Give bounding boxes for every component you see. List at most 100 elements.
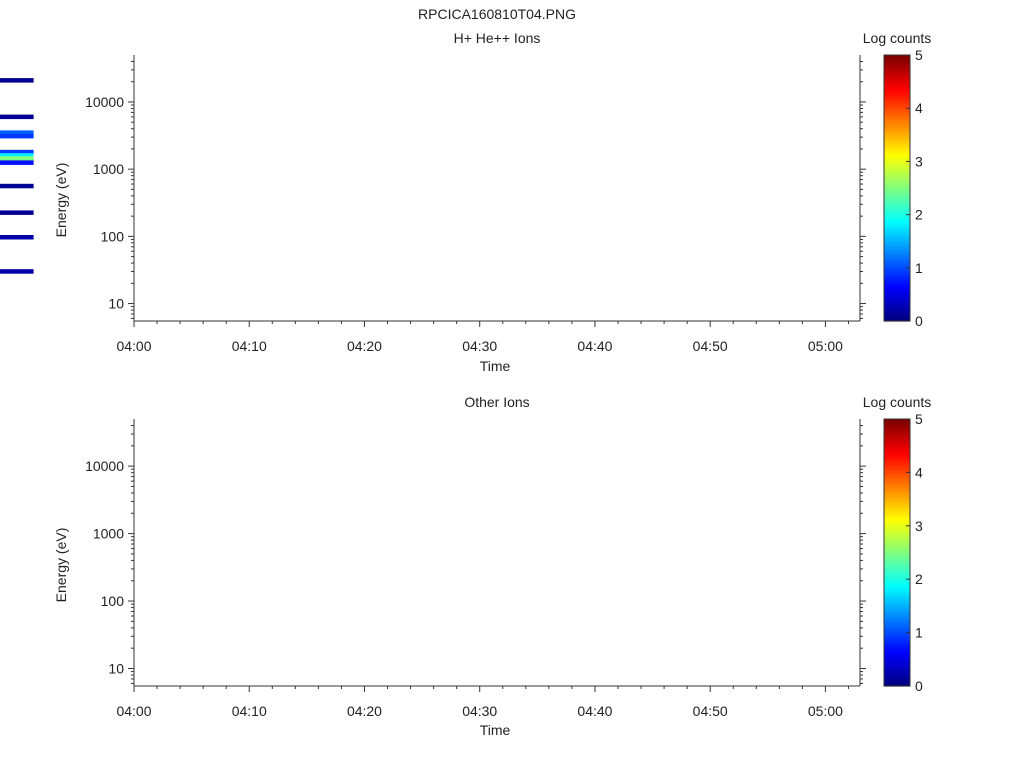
heatmap-cell <box>0 235 34 240</box>
colorbar-tick-label: 1 <box>915 625 923 641</box>
x-tick-label: 04:50 <box>693 338 728 354</box>
colorbar-segment <box>884 230 910 234</box>
colorbar-segment <box>884 496 910 500</box>
x-tick-label: 04:40 <box>577 338 612 354</box>
colorbar-segment <box>884 286 910 290</box>
colorbar-segment <box>884 188 910 192</box>
panel-title: Other Ions <box>464 394 529 410</box>
colorbar-segment <box>884 241 910 245</box>
colorbar-segment <box>884 640 910 644</box>
colorbar-segment <box>884 164 910 168</box>
colorbar-segment <box>884 579 910 583</box>
colorbar-segment <box>884 459 910 463</box>
colorbar-segment <box>884 475 910 479</box>
y-tick-label: 100 <box>101 593 125 609</box>
colorbar-segment <box>884 217 910 221</box>
colorbar-segment <box>884 552 910 556</box>
colorbar-segment <box>884 669 910 674</box>
colorbar-segment <box>884 126 910 131</box>
y-tick-label: 10 <box>108 660 124 676</box>
colorbar-segment <box>884 211 910 216</box>
colorbar-segment <box>884 278 910 282</box>
plot-area <box>134 55 860 321</box>
colorbar-segment <box>884 57 910 61</box>
colorbar: 0 1 2 3 4 5 <box>883 47 923 329</box>
y-tick-label: 1000 <box>93 526 124 542</box>
colorbar-segment <box>884 451 910 455</box>
x-axis-ticks: 04:00 04:10 04:20 04:30 04:40 04:50 05:00 <box>116 321 849 354</box>
colorbar-segment <box>884 600 910 604</box>
colorbar-segment <box>884 235 910 240</box>
colorbar-segment <box>884 456 910 460</box>
colorbar-segment <box>884 318 910 322</box>
colorbar-segment <box>884 485 910 490</box>
colorbar-segment <box>884 65 910 69</box>
colorbar-segment <box>884 477 910 482</box>
heatmap-cell <box>0 149 34 155</box>
colorbar-segment <box>884 156 910 160</box>
colorbar-tick-label: 4 <box>915 464 923 480</box>
heatmap-cell <box>0 183 34 189</box>
colorbar-segment <box>884 661 910 666</box>
colorbar-segment <box>884 672 910 676</box>
colorbar-segment <box>884 185 910 189</box>
colorbar-segment <box>884 544 910 548</box>
colorbar-segment <box>884 421 910 425</box>
colorbar-segment <box>884 547 910 551</box>
colorbar-segment <box>884 445 910 449</box>
colorbar-segment <box>884 448 910 452</box>
x-tick-label: 04:30 <box>462 703 497 719</box>
colorbar-tick-label: 0 <box>915 313 923 329</box>
colorbar-segment <box>884 254 910 258</box>
colorbar-segment <box>884 132 910 136</box>
heatmap-cell <box>0 78 34 83</box>
heatmap-cell <box>0 160 34 165</box>
colorbar-segment <box>884 195 910 200</box>
colorbar-segment <box>884 233 910 237</box>
colorbar-segment <box>884 507 910 511</box>
colorbar-segment <box>884 190 910 194</box>
colorbar-segment <box>884 603 910 607</box>
colorbar-segment <box>884 294 910 298</box>
colorbar: 0 1 2 3 4 5 <box>883 411 923 694</box>
colorbar-segment <box>884 491 910 495</box>
colorbar-segment <box>884 89 910 93</box>
colorbar-segment <box>884 60 910 64</box>
colorbar-tick-label: 3 <box>915 153 923 169</box>
colorbar-segment <box>884 92 910 96</box>
x-axis-label: Time <box>480 722 511 738</box>
colorbar-segment <box>884 73 910 77</box>
colorbar-segment <box>884 648 910 652</box>
colorbar-segment <box>884 283 910 288</box>
colorbar-segment <box>884 297 910 301</box>
colorbar-segment <box>884 467 910 471</box>
colorbar-segment <box>884 667 910 671</box>
colorbar-segment <box>884 469 910 473</box>
y-axis-label: Energy (eV) <box>53 528 69 603</box>
y-tick-label: 10000 <box>85 458 124 474</box>
y-axis-ticks: 10 100 1000 10000 <box>85 425 866 684</box>
colorbar-segment <box>884 435 910 439</box>
colorbar-label: Log counts <box>863 394 932 410</box>
colorbar-segment <box>884 675 910 679</box>
heatmap-cell <box>0 210 34 215</box>
colorbar-segment <box>884 515 910 519</box>
colorbar-segment <box>884 528 910 532</box>
colorbar-segment <box>884 124 910 128</box>
colorbar-segment <box>884 281 910 285</box>
colorbar-segment <box>884 499 910 503</box>
colorbar-segment <box>884 222 910 226</box>
colorbar-segment <box>884 683 910 687</box>
colorbar-segment <box>884 55 910 59</box>
x-tick-label: 04:00 <box>116 338 151 354</box>
colorbar-segment <box>884 246 910 250</box>
colorbar-segment <box>884 174 910 178</box>
colorbar-segment <box>884 677 910 682</box>
x-tick-label: 04:00 <box>116 703 151 719</box>
colorbar-segment <box>884 680 910 684</box>
colorbar-segment <box>884 273 910 277</box>
colorbar-segment <box>884 214 910 218</box>
colorbar-segment <box>884 483 910 487</box>
colorbar-tick-label: 2 <box>915 207 923 223</box>
